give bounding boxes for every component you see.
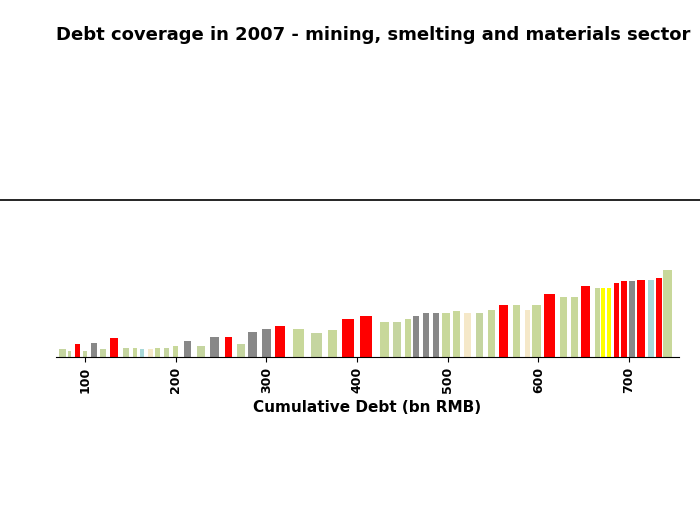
- Bar: [155, 348, 160, 357]
- Bar: [607, 288, 611, 357]
- Bar: [601, 288, 605, 357]
- Bar: [237, 344, 244, 357]
- Bar: [164, 348, 169, 357]
- Bar: [197, 346, 204, 357]
- Bar: [648, 280, 654, 357]
- Bar: [262, 329, 271, 357]
- Bar: [629, 281, 635, 357]
- Bar: [91, 343, 97, 357]
- Bar: [148, 349, 153, 357]
- Bar: [476, 313, 483, 357]
- Bar: [393, 322, 400, 357]
- Bar: [59, 349, 66, 357]
- Bar: [488, 310, 495, 357]
- Bar: [342, 319, 354, 357]
- Bar: [225, 337, 232, 357]
- Bar: [663, 270, 672, 357]
- Bar: [656, 278, 662, 357]
- Text: Debt coverage in 2007 - mining, smelting and materials sector: Debt coverage in 2007 - mining, smelting…: [56, 26, 690, 44]
- Bar: [100, 349, 106, 357]
- Bar: [433, 313, 439, 357]
- Bar: [513, 305, 520, 357]
- Bar: [637, 280, 645, 357]
- Bar: [311, 333, 322, 357]
- Bar: [83, 351, 87, 357]
- Bar: [123, 348, 129, 357]
- Bar: [248, 332, 258, 357]
- X-axis label: Cumulative Debt (bn RMB): Cumulative Debt (bn RMB): [253, 400, 482, 415]
- Bar: [571, 297, 578, 357]
- Bar: [379, 322, 389, 357]
- Bar: [132, 348, 137, 357]
- Bar: [184, 341, 191, 357]
- Bar: [560, 297, 568, 357]
- Bar: [405, 319, 411, 357]
- Bar: [532, 305, 541, 357]
- Bar: [614, 283, 619, 357]
- Bar: [464, 313, 471, 357]
- Bar: [423, 313, 429, 357]
- Bar: [210, 337, 219, 357]
- Bar: [76, 344, 80, 357]
- Bar: [413, 316, 419, 357]
- Bar: [595, 288, 600, 357]
- Bar: [274, 326, 286, 357]
- Bar: [544, 294, 555, 357]
- Bar: [498, 305, 508, 357]
- Bar: [442, 313, 449, 357]
- Bar: [68, 351, 71, 357]
- Bar: [140, 349, 144, 357]
- Bar: [174, 346, 178, 357]
- Bar: [293, 329, 304, 357]
- Bar: [525, 310, 531, 357]
- Bar: [360, 316, 372, 357]
- Bar: [453, 311, 461, 357]
- Bar: [581, 286, 590, 357]
- Bar: [328, 330, 337, 357]
- Bar: [620, 281, 627, 357]
- Bar: [111, 338, 118, 357]
